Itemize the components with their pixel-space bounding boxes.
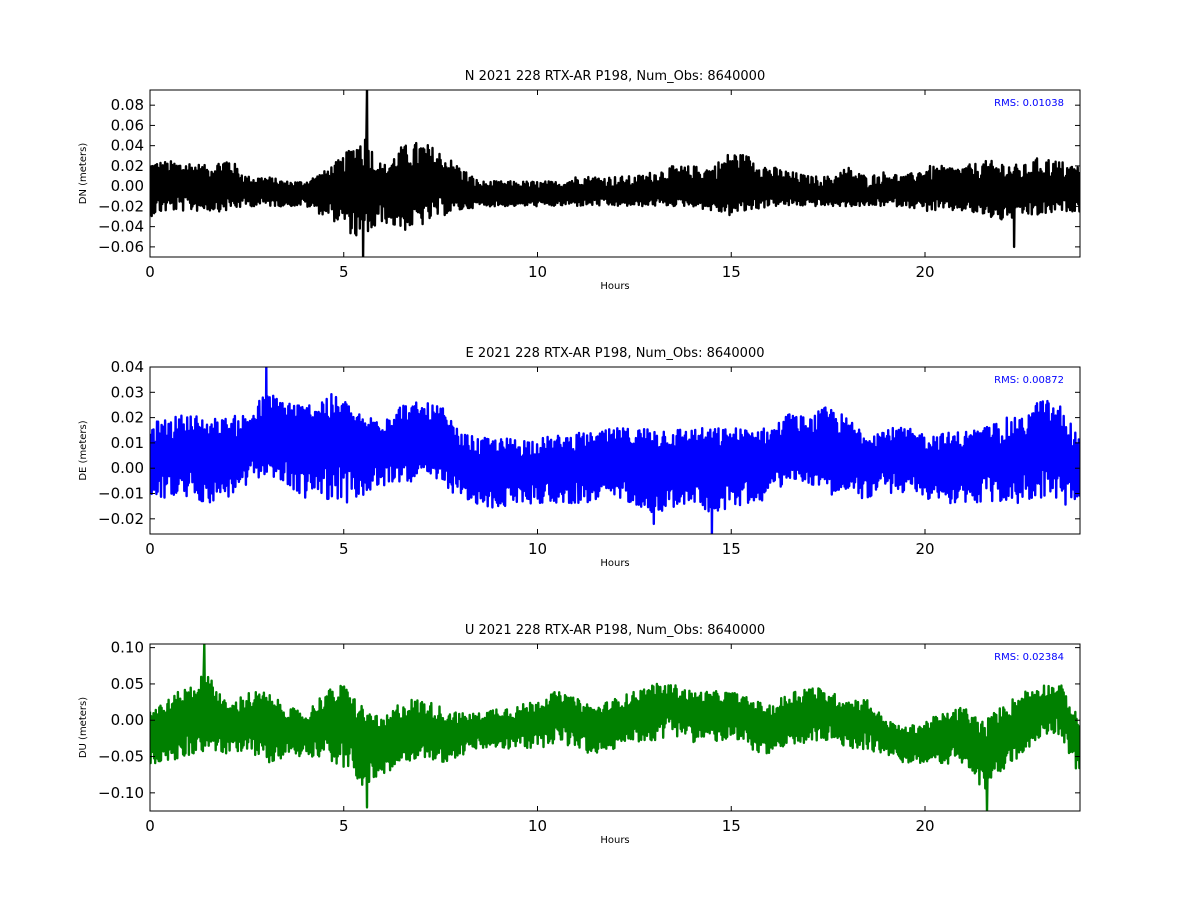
x-tick-label: 10 (528, 263, 547, 281)
y-tick-label: −0.02 (98, 510, 144, 528)
x-tick-label: 10 (528, 540, 547, 558)
y-tick-label: 0.03 (111, 383, 144, 401)
x-tick-label: 5 (339, 817, 349, 835)
y-tick-label: 0.00 (111, 711, 144, 729)
x-axis-label: Hours (600, 835, 629, 846)
x-tick-label: 15 (722, 540, 741, 558)
series-line (150, 90, 1080, 257)
series-line (150, 644, 1080, 811)
x-tick-label: 0 (145, 263, 155, 281)
x-axis-label: Hours (600, 281, 629, 292)
y-tick-label: 0.02 (111, 409, 144, 427)
x-tick-label: 15 (722, 817, 741, 835)
y-axis-label: DU (meters) (78, 697, 89, 758)
y-tick-label: −0.01 (98, 485, 144, 503)
y-tick-label: 0.00 (111, 177, 144, 195)
x-tick-label: 20 (915, 540, 934, 558)
x-tick-label: 20 (915, 263, 934, 281)
axes-frame (149, 89, 1081, 258)
chart-panel-2: U 2021 228 RTX-AR P198, Num_Obs: 8640000… (78, 623, 1081, 846)
rms-annotation: RMS: 0.00872 (994, 375, 1064, 386)
chart-title: U 2021 228 RTX-AR P198, Num_Obs: 8640000 (465, 623, 765, 638)
x-axis-label: Hours (600, 558, 629, 569)
rms-annotation: RMS: 0.01038 (994, 98, 1064, 109)
x-tick-label: 10 (528, 817, 547, 835)
axes-frame (149, 643, 1081, 812)
axes-frame (149, 366, 1081, 535)
y-tick-label: −0.10 (98, 784, 144, 802)
y-tick-label: 0.01 (111, 434, 144, 452)
y-tick-label: 0.10 (111, 639, 144, 657)
y-tick-label: 0.04 (111, 358, 144, 376)
x-tick-label: 5 (339, 540, 349, 558)
y-tick-label: −0.06 (98, 238, 144, 256)
chart-title: E 2021 228 RTX-AR P198, Num_Obs: 8640000 (466, 346, 765, 361)
y-axis-label: DE (meters) (78, 420, 89, 480)
series-trace (150, 644, 1080, 811)
y-tick-label: −0.02 (98, 197, 144, 215)
y-tick-label: −0.05 (98, 748, 144, 766)
x-tick-label: 20 (915, 817, 934, 835)
chart-panel-1: E 2021 228 RTX-AR P198, Num_Obs: 8640000… (78, 346, 1081, 569)
y-axis-label: DN (meters) (78, 143, 89, 205)
y-tick-label: −0.04 (98, 218, 144, 236)
x-tick-label: 0 (145, 540, 155, 558)
x-tick-label: 5 (339, 263, 349, 281)
x-tick-label: 15 (722, 263, 741, 281)
y-tick-label: 0.04 (111, 137, 144, 155)
x-tick-label: 0 (145, 817, 155, 835)
y-tick-label: 0.05 (111, 675, 144, 693)
rms-annotation: RMS: 0.02384 (994, 652, 1064, 663)
chart-title: N 2021 228 RTX-AR P198, Num_Obs: 8640000 (465, 69, 765, 84)
y-tick-label: 0.08 (111, 96, 144, 114)
series-line (150, 367, 1080, 534)
chart-panel-0: N 2021 228 RTX-AR P198, Num_Obs: 8640000… (78, 69, 1081, 292)
y-tick-label: 0.02 (111, 157, 144, 175)
series-trace (150, 367, 1080, 534)
series-trace (150, 90, 1080, 257)
y-tick-label: 0.06 (111, 116, 144, 134)
y-tick-label: 0.00 (111, 459, 144, 477)
